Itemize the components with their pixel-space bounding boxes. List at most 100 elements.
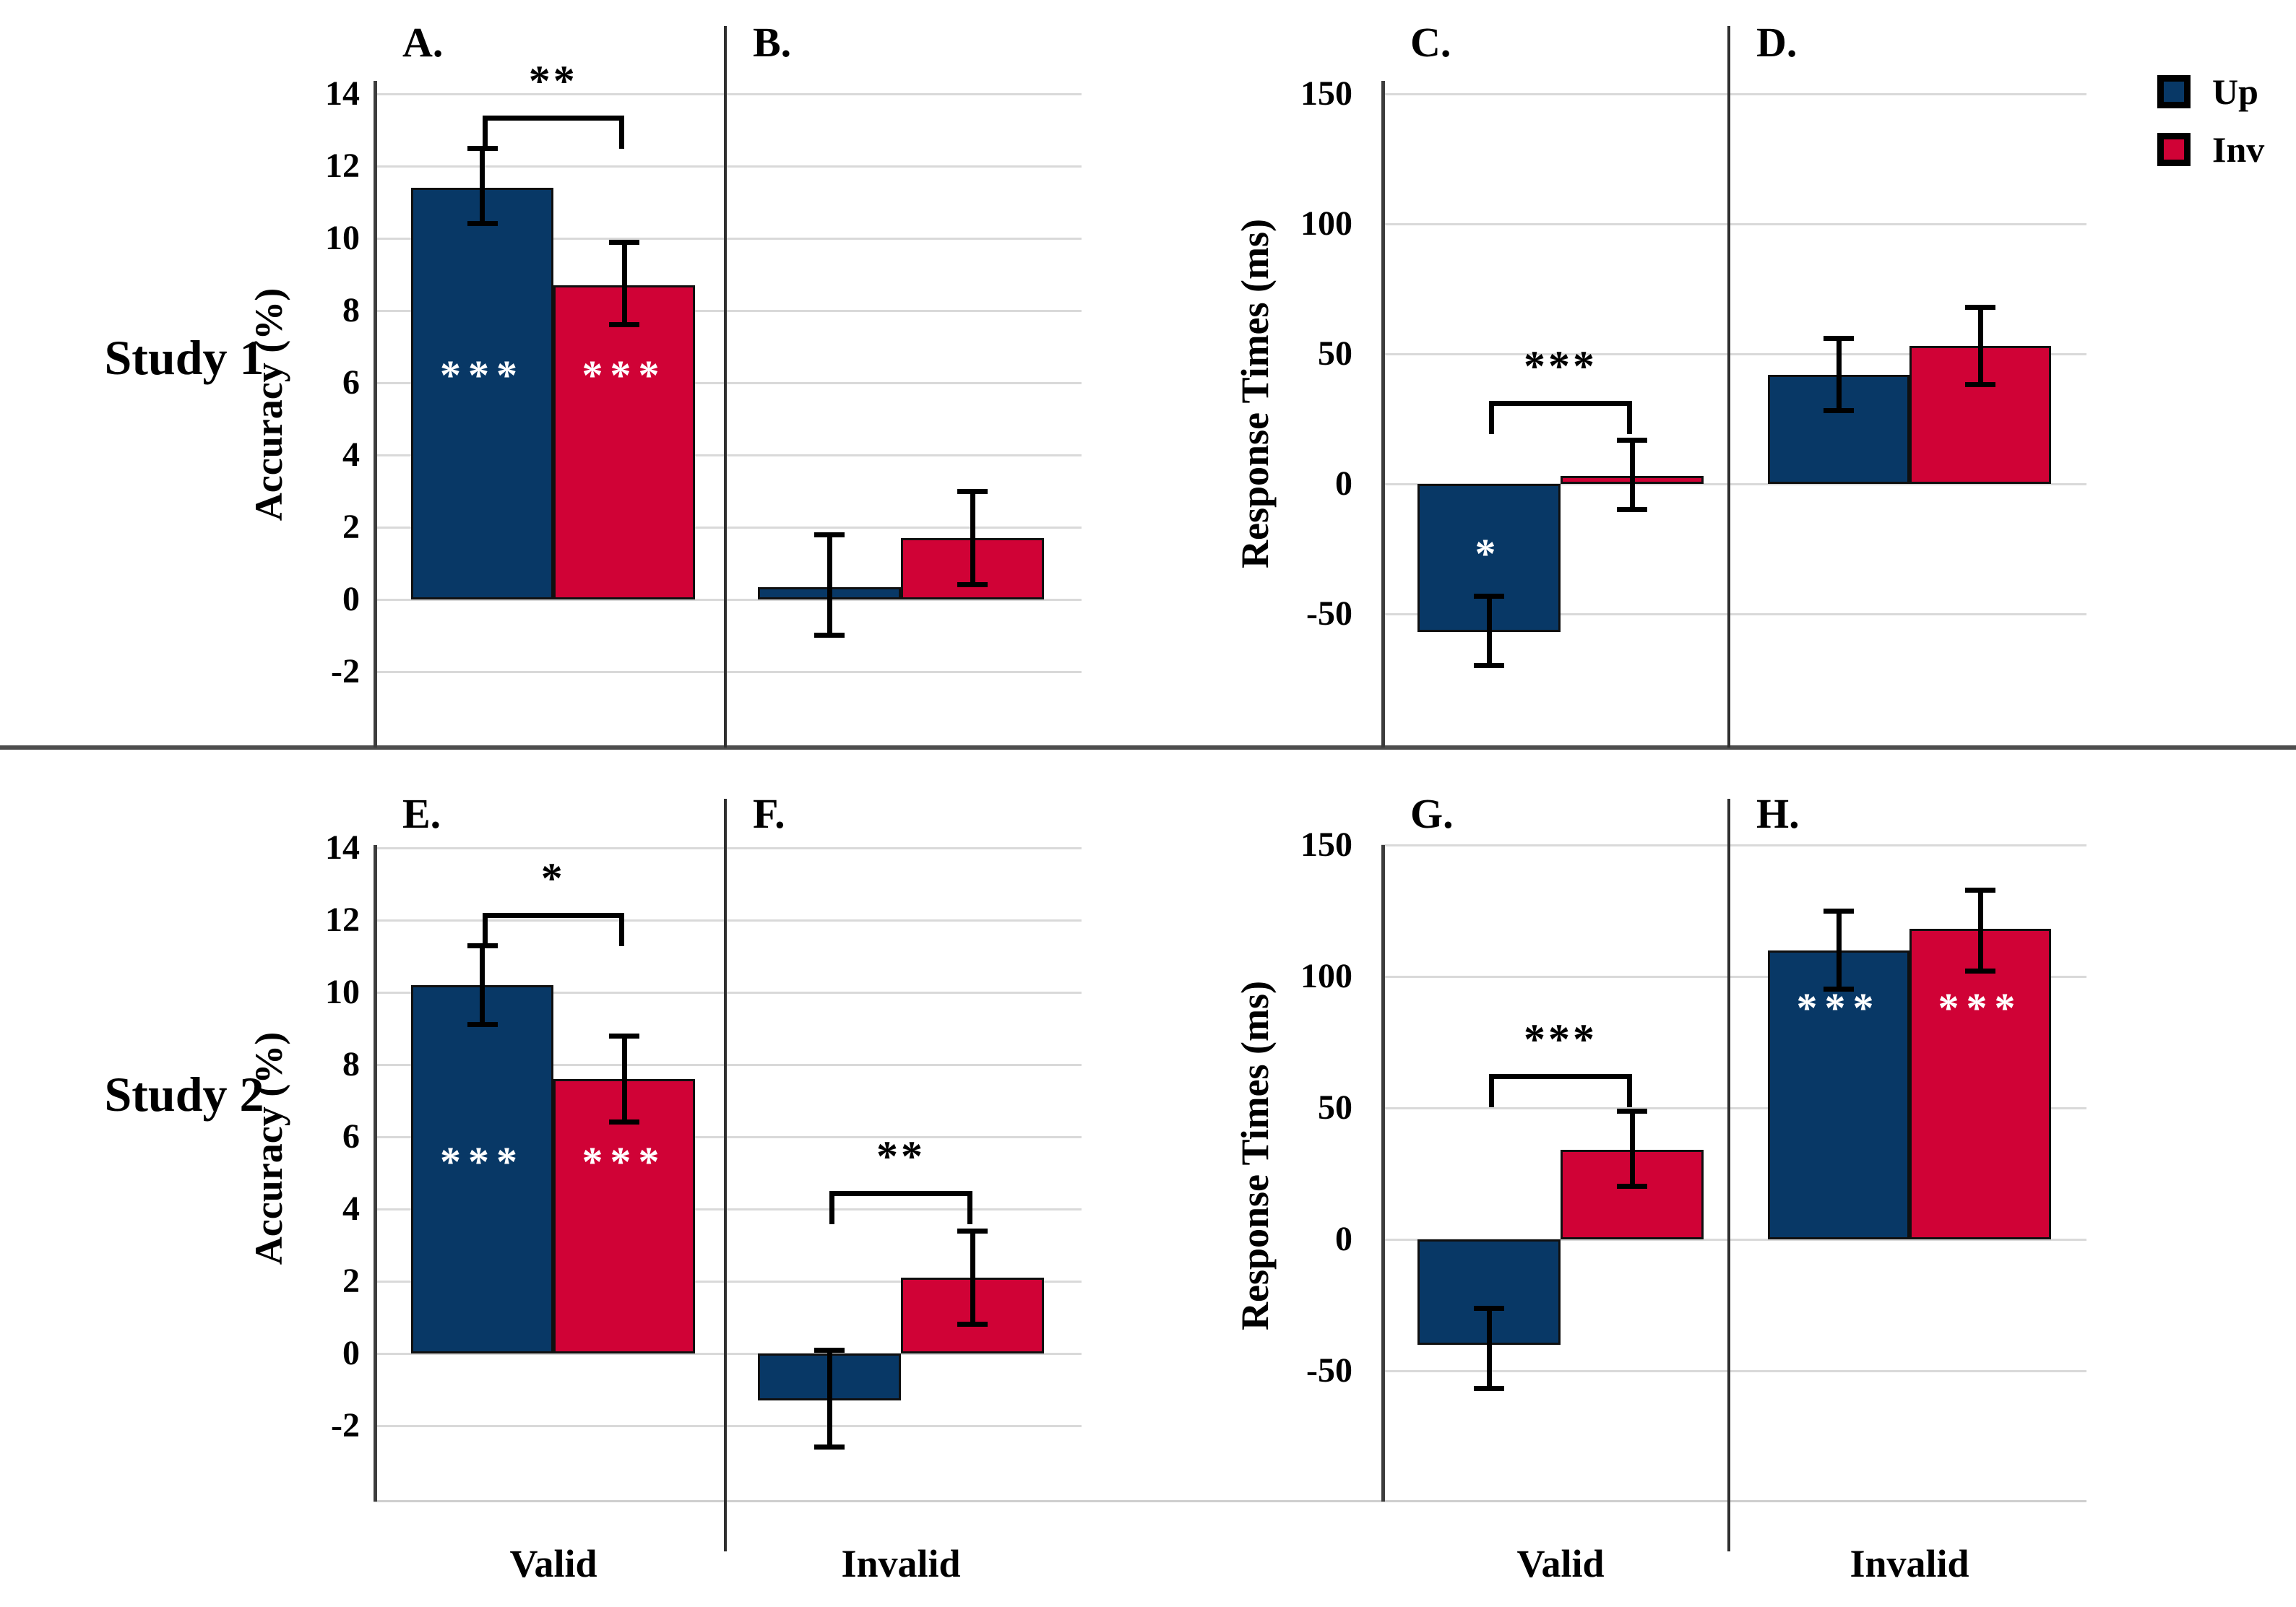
bar-rt-study2-valid-up: [1417, 1239, 1561, 1345]
y-tick-accuracy-study1-2: 2: [342, 508, 360, 546]
error-bar-line-accuracy-study1-invalid-up: [827, 534, 832, 636]
error-bar-line-rt-study2-valid-up: [1486, 1307, 1492, 1390]
in-bar-significance-rt-study2-inv-1: ***: [1938, 984, 2023, 1031]
gridline-accuracy-study1-8: [374, 310, 1082, 312]
panel-divider-rt-study1: [1727, 26, 1730, 748]
study-row-separator: [0, 745, 2296, 750]
x-category-label-accuracy-study2-invalid: Invalid: [841, 1542, 961, 1585]
error-bar-cap-top-accuracy-study1-inv-0: [609, 240, 639, 245]
gridline-rt-study1-50: [1381, 353, 2086, 355]
gridline-accuracy-study2-0: [374, 1353, 1082, 1355]
gridline-rt-study2-150: [1381, 844, 2086, 846]
y-tick-accuracy-study1-14: 14: [325, 74, 360, 113]
error-bar-line-accuracy-study1-valid-up: [480, 148, 485, 224]
y-axis-spine-accuracy-study2: [374, 845, 377, 1502]
y-axis-title-rt-study1: Response Times (ms): [1233, 218, 1277, 569]
y-tick-accuracy-study2-4: 4: [342, 1190, 360, 1228]
error-bar-cap-bottom-accuracy-study1-inv-1: [957, 582, 988, 587]
error-bar-cap-top-accuracy-study2-inv-1: [957, 1229, 988, 1234]
bar-accuracy-study2-valid-inv: [553, 1079, 695, 1353]
gridline-accuracy-study1-2: [374, 527, 1082, 529]
gridline-rt-study2-100: [1381, 976, 2086, 978]
error-bar-cap-bottom-rt-study1-up-1: [1824, 408, 1854, 414]
bar-rt-study2-invalid-inv: [1909, 929, 2051, 1239]
gridline-accuracy-study1--2: [374, 671, 1082, 673]
y-tick-accuracy-study2-0: 0: [342, 1334, 360, 1372]
sig-bracket-leg-right-accuracy-study1-0: [619, 116, 624, 149]
y-axis-title-rt-study2: Response Times (ms): [1233, 980, 1277, 1331]
error-bar-cap-bottom-rt-study2-up-1: [1824, 987, 1854, 992]
in-bar-significance-rt-study1-up-0: *: [1475, 530, 1503, 578]
error-bar-cap-bottom-rt-study1-inv-0: [1617, 507, 1647, 512]
y-tick-accuracy-study2-8: 8: [342, 1045, 360, 1083]
error-bar-cap-top-rt-study2-inv-1: [1965, 887, 1995, 893]
gridline-accuracy-study2-10: [374, 992, 1082, 994]
error-bar-cap-bottom-accuracy-study2-inv-1: [957, 1322, 988, 1327]
sig-bracket-stars-accuracy-study2-0: *: [540, 854, 566, 902]
y-tick-accuracy-study1-6: 6: [342, 363, 360, 402]
error-bar-line-rt-study2-valid-inv: [1629, 1110, 1635, 1187]
bar-accuracy-study2-valid-up: [411, 985, 553, 1353]
y-axis-spine-rt-study2: [1381, 845, 1385, 1502]
gridline-accuracy-study1-6: [374, 382, 1082, 384]
sig-bracket-stars-accuracy-study1-0: **: [528, 57, 578, 105]
y-tick-rt-study1-0: 0: [1335, 464, 1352, 503]
gridline-rt-study1-100: [1381, 223, 2086, 225]
in-bar-significance-accuracy-study2-up-0: ***: [440, 1138, 525, 1185]
gridline-accuracy-study1-14: [374, 93, 1082, 95]
legend: Up Inv: [2157, 72, 2264, 169]
sig-bracket-stars-rt-study2-0: ***: [1524, 1015, 1597, 1063]
legend-item-up: Up: [2157, 72, 2264, 111]
sig-bracket-leg-left-accuracy-study2-1: [829, 1191, 834, 1224]
error-bar-line-rt-study1-valid-inv: [1629, 439, 1635, 510]
y-tick-rt-study1-100: 100: [1300, 204, 1352, 243]
sig-bracket-line-accuracy-study2-0: [482, 913, 624, 918]
gridline-rt-study1-150: [1381, 93, 2086, 95]
error-bar-line-rt-study1-invalid-up: [1836, 338, 1842, 412]
panel-divider-accuracy-study2: [724, 799, 727, 1551]
sig-bracket-line-accuracy-study2-1: [829, 1191, 972, 1196]
error-bar-cap-top-rt-study2-inv-0: [1617, 1108, 1647, 1114]
x-category-label-accuracy-study2-valid: Valid: [509, 1542, 597, 1585]
sig-bracket-leg-right-rt-study1-0: [1627, 400, 1632, 434]
legend-item-inv: Inv: [2157, 130, 2264, 169]
y-tick-accuracy-study2-10: 10: [325, 973, 360, 1011]
panel-letter-G: G.: [1410, 790, 1454, 837]
error-bar-cap-bottom-rt-study2-inv-1: [1965, 968, 1995, 974]
x-category-label-rt-study2-valid: Valid: [1516, 1542, 1605, 1585]
y-tick-accuracy-study2-14: 14: [325, 828, 360, 867]
gridline-accuracy-study2-2: [374, 1281, 1082, 1283]
error-bar-cap-bottom-accuracy-study1-up-1: [814, 633, 845, 638]
bar-accuracy-study1-valid-inv: [553, 285, 695, 599]
y-tick-rt-study2-150: 150: [1300, 826, 1352, 864]
sig-bracket-stars-rt-study1-0: ***: [1524, 342, 1597, 390]
gridline-accuracy-study1-12: [374, 165, 1082, 168]
row-label-study-1: Study 1: [104, 330, 264, 385]
sig-bracket-line-rt-study1-0: [1489, 400, 1632, 406]
row-label-study-2: Study 2: [104, 1067, 264, 1122]
legend-label-inv: Inv: [2212, 129, 2265, 170]
y-axis-title-accuracy-study2: Accuracy (%): [247, 1031, 290, 1265]
in-bar-significance-accuracy-study1-up-0: ***: [440, 352, 525, 399]
panel-divider-rt-study2: [1727, 799, 1730, 1551]
y-tick-accuracy-study1-0: 0: [342, 580, 360, 618]
gridline-accuracy-study2--2: [374, 1425, 1082, 1427]
sig-bracket-leg-left-accuracy-study2-0: [482, 913, 488, 946]
error-bar-cap-bottom-accuracy-study2-up-0: [467, 1022, 498, 1027]
y-tick-accuracy-study1--2: -2: [331, 652, 360, 690]
error-bar-cap-top-rt-study1-inv-0: [1617, 437, 1647, 443]
sig-bracket-leg-right-accuracy-study2-0: [619, 913, 624, 946]
gridline-rt-study1--50: [1381, 613, 2086, 615]
y-tick-rt-study2-0: 0: [1335, 1220, 1352, 1258]
panel-letter-C: C.: [1410, 19, 1451, 66]
in-bar-significance-accuracy-study1-inv-0: ***: [582, 352, 667, 399]
sig-bracket-stars-accuracy-study2-1: **: [876, 1132, 925, 1180]
error-bar-line-accuracy-study1-valid-inv: [621, 242, 627, 325]
sig-bracket-leg-right-accuracy-study2-1: [967, 1191, 972, 1224]
y-axis-title-accuracy-study1: Accuracy (%): [247, 287, 290, 521]
error-bar-cap-top-accuracy-study1-up-1: [814, 532, 845, 537]
error-bar-line-accuracy-study2-valid-inv: [621, 1036, 627, 1122]
panel-letter-F: F.: [753, 790, 785, 837]
error-bar-cap-top-rt-study1-up-0: [1474, 593, 1504, 599]
error-bar-cap-top-rt-study1-inv-1: [1965, 305, 1995, 311]
